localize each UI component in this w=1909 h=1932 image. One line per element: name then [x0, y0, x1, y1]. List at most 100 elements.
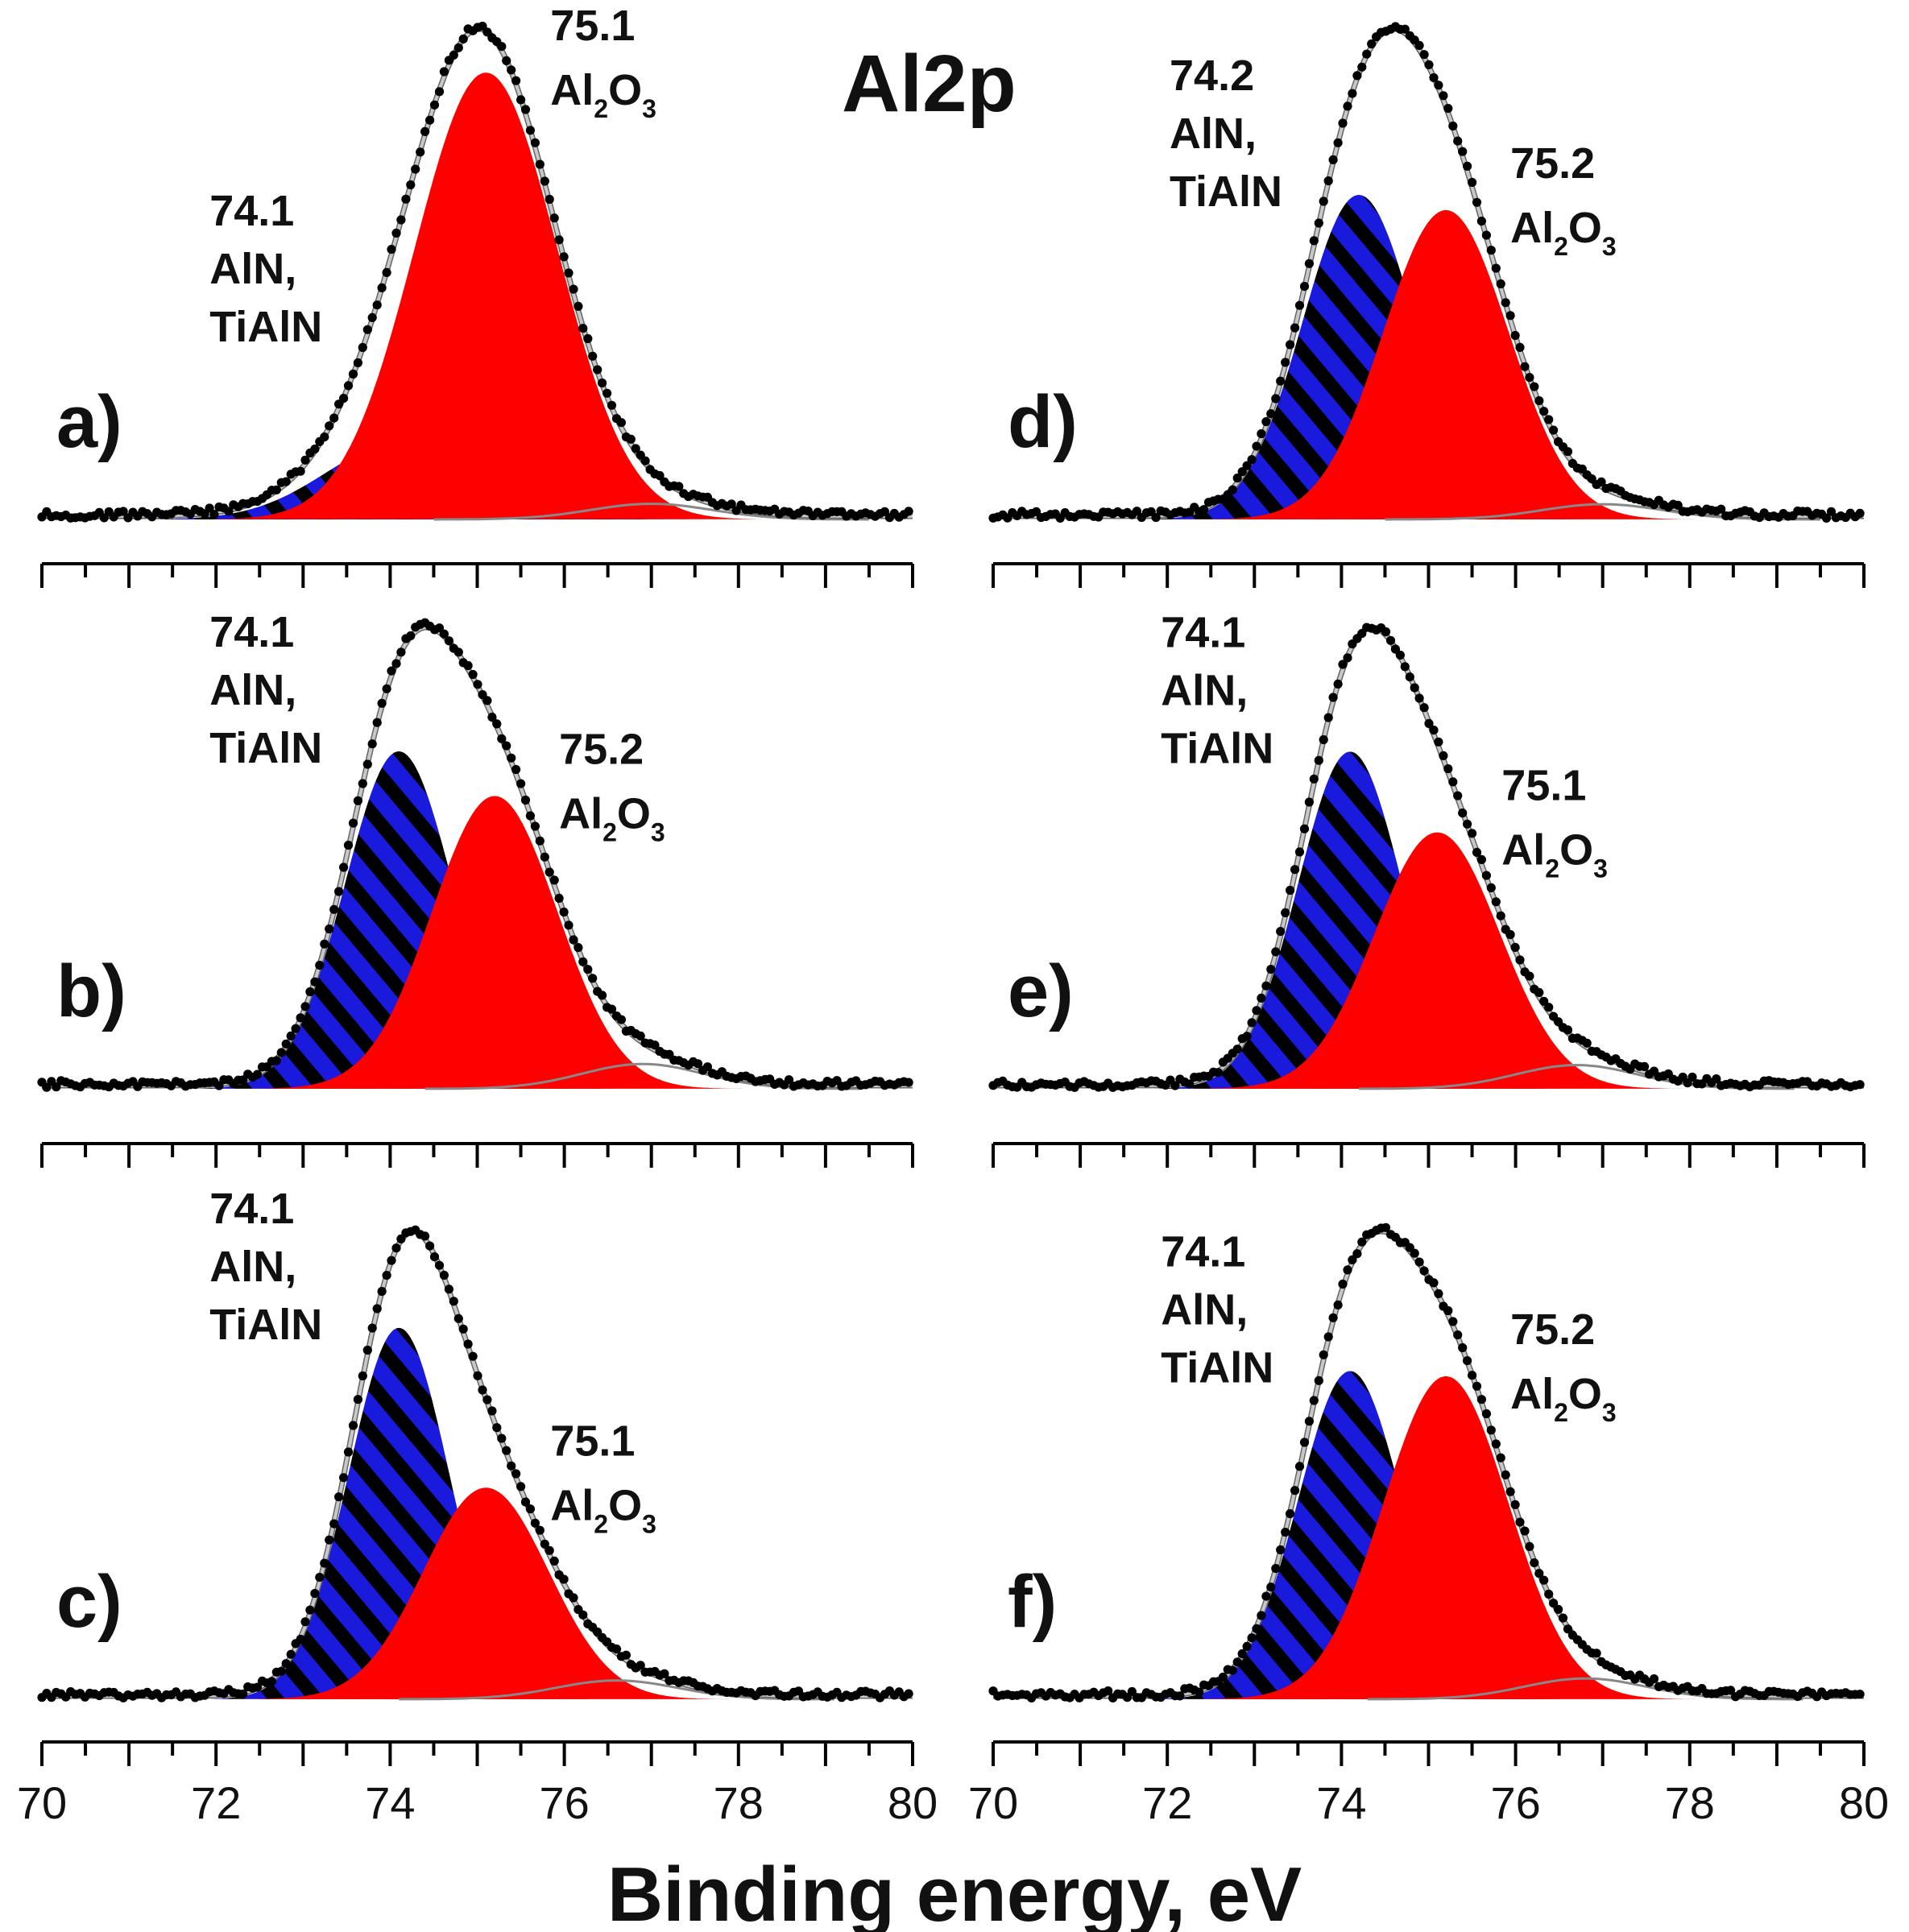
data-point — [382, 267, 391, 277]
data-point — [626, 434, 636, 445]
data-point — [1362, 49, 1372, 59]
data-point — [1443, 764, 1453, 774]
data-point — [598, 991, 607, 1000]
data-point — [1304, 797, 1314, 807]
panel-e: e) 74.1 AlN, TiAlN 75.1 Al2O3 — [988, 608, 1866, 1168]
data-point — [1400, 662, 1410, 672]
data-point — [420, 1231, 430, 1241]
data-point — [1286, 885, 1295, 896]
data-point — [434, 1260, 445, 1270]
data-point — [1414, 693, 1424, 703]
data-point — [1333, 138, 1343, 147]
aln-species-label: AlN, — [1161, 666, 1248, 714]
data-point — [1381, 1222, 1391, 1232]
data-point — [1640, 1061, 1650, 1071]
data-point — [1520, 362, 1530, 371]
data-point — [535, 836, 545, 846]
data-point — [353, 796, 362, 805]
data-point — [525, 1504, 536, 1514]
data-point — [1544, 415, 1554, 424]
data-point — [439, 629, 449, 639]
data-point — [1821, 513, 1832, 523]
data-point — [252, 1682, 263, 1692]
data-point — [339, 1473, 349, 1483]
data-point — [271, 485, 281, 494]
x-tick-label: 72 — [1142, 1777, 1192, 1828]
data-point — [1261, 981, 1271, 991]
data-point — [1170, 1081, 1180, 1090]
data-point — [1314, 1376, 1323, 1385]
data-point — [1563, 1025, 1573, 1035]
data-point — [507, 1461, 516, 1471]
data-point — [1333, 679, 1343, 689]
data-point — [468, 669, 478, 680]
data-point — [1563, 1624, 1573, 1634]
data-point — [1218, 1672, 1228, 1682]
data-point — [286, 1031, 296, 1040]
panel-c: 70 72 74 76 78 80 c) 74.1 AlN, TiAlN 75.1 Al2O3 — [17, 1185, 938, 1828]
data-point — [310, 1589, 320, 1599]
data-point — [325, 1535, 334, 1545]
data-point — [396, 215, 406, 225]
data-point — [358, 779, 367, 788]
data-point — [511, 1469, 521, 1479]
data-point — [1195, 1687, 1204, 1697]
data-point — [1314, 755, 1323, 765]
data-point — [411, 164, 420, 174]
data-point — [1491, 897, 1501, 907]
data-point — [516, 779, 526, 788]
data-point — [1385, 635, 1396, 645]
data-point — [1429, 72, 1439, 83]
data-point — [1826, 507, 1837, 516]
data-point — [525, 126, 536, 135]
data-point — [636, 1031, 645, 1040]
al2o3-formula-label: Al2O3 — [550, 66, 656, 123]
data-point — [535, 159, 545, 169]
data-point — [674, 482, 684, 491]
data-point — [588, 974, 598, 983]
data-point — [1357, 62, 1367, 72]
aln-species-label: AlN, — [1161, 1285, 1248, 1334]
data-point — [583, 965, 593, 974]
data-point — [453, 43, 463, 52]
data-point — [507, 753, 516, 763]
data-point — [1309, 236, 1319, 246]
data-point — [267, 1677, 276, 1686]
aln-species-label: AlN, — [209, 666, 296, 714]
data-point — [1539, 407, 1549, 416]
data-point — [387, 245, 396, 254]
data-point — [545, 194, 554, 205]
data-point — [429, 100, 440, 110]
data-point — [1323, 176, 1333, 186]
aln-species-label: TiAlN — [1161, 1343, 1273, 1392]
experimental-points — [37, 618, 913, 1092]
data-point — [1530, 1558, 1539, 1568]
data-point — [205, 503, 214, 513]
data-point — [1290, 1486, 1300, 1496]
data-point — [276, 1666, 286, 1676]
data-point — [583, 333, 593, 344]
background-peak-line — [399, 1679, 834, 1701]
data-point — [1419, 50, 1429, 60]
data-point — [1400, 24, 1410, 34]
data-point — [1424, 718, 1434, 729]
data-point — [1472, 847, 1482, 857]
data-point — [118, 507, 128, 516]
data-point — [1247, 1633, 1257, 1643]
data-point — [1463, 1356, 1472, 1366]
data-point — [530, 138, 540, 147]
data-point — [1252, 441, 1261, 451]
data-point — [1544, 1589, 1554, 1599]
data-point — [444, 1285, 454, 1294]
data-point — [1443, 104, 1453, 114]
x-tick-label: 78 — [714, 1777, 764, 1828]
data-point — [1286, 340, 1295, 350]
data-point — [535, 1525, 545, 1535]
data-point — [1855, 1080, 1865, 1090]
panel-label: f) — [1008, 1561, 1057, 1643]
data-point — [502, 741, 511, 751]
data-point — [296, 1013, 305, 1023]
data-point — [1453, 136, 1463, 146]
